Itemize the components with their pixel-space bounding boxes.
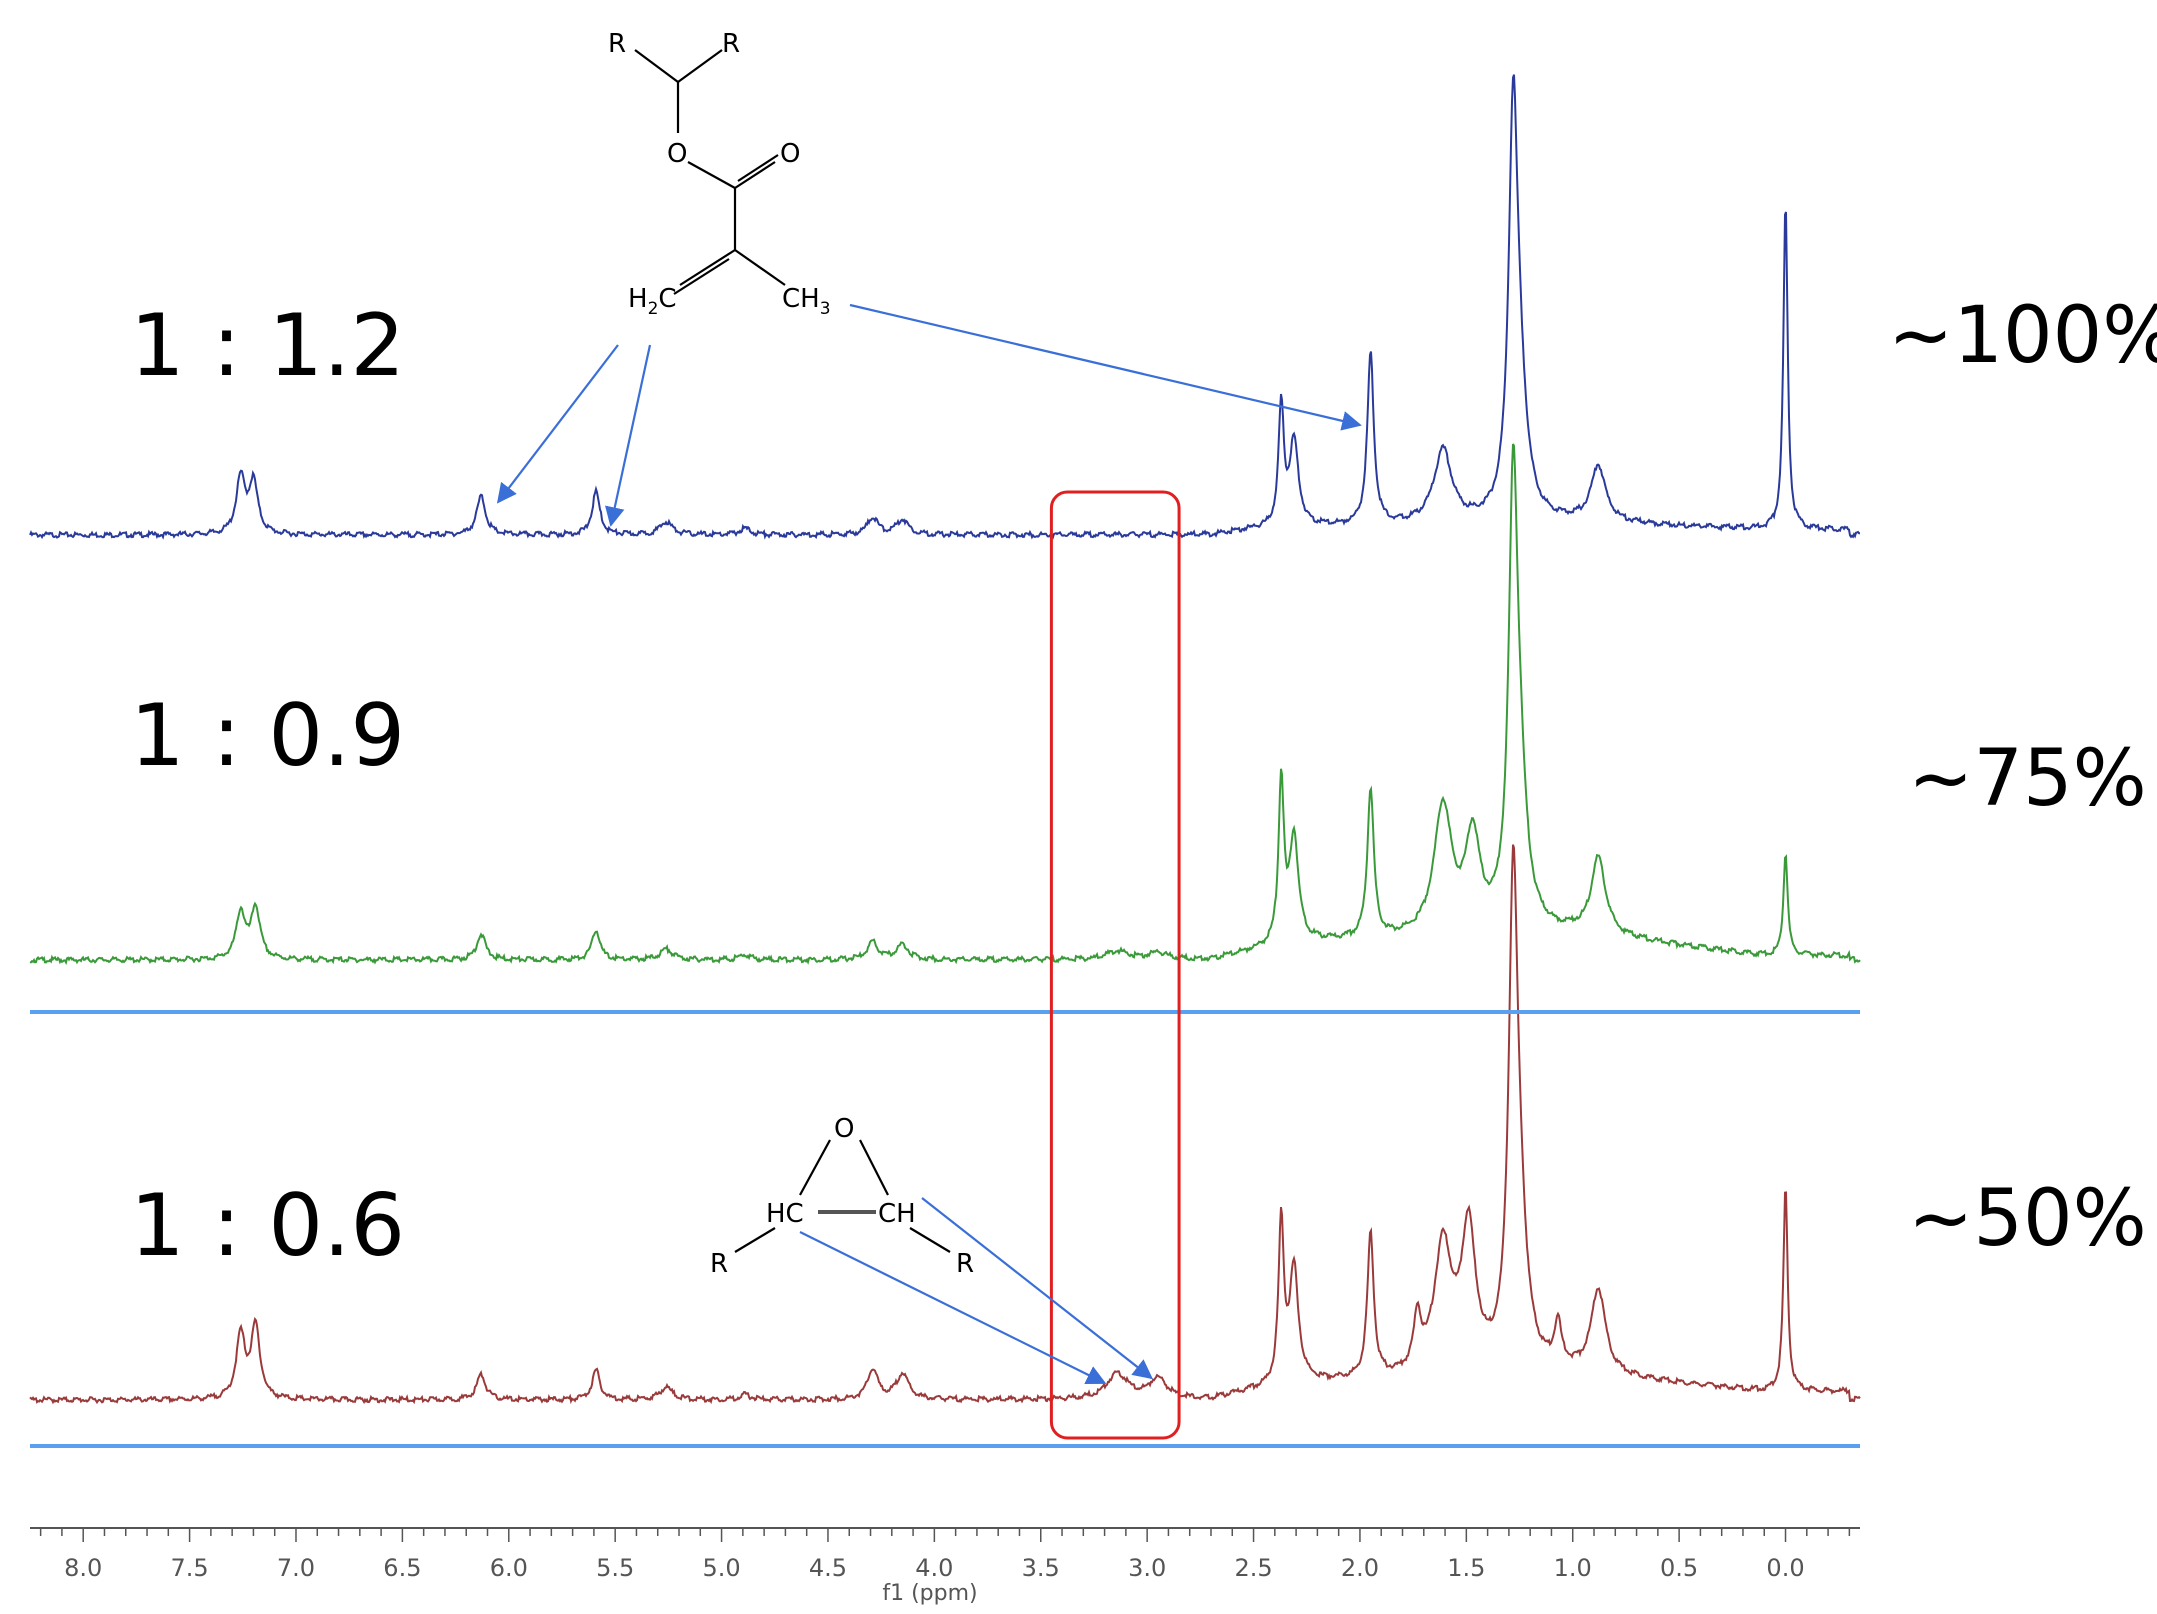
x-tick-label: 4.5 bbox=[809, 1554, 847, 1582]
methacrylate-ester-o: O bbox=[667, 139, 687, 169]
conversion-label-middle: ~75% bbox=[1908, 734, 2147, 824]
x-tick-label: 3.5 bbox=[1022, 1554, 1060, 1582]
arrow-vinyl-peak-1 bbox=[496, 344, 619, 504]
ratio-label-bottom: 1 : 0.6 bbox=[130, 1176, 405, 1276]
x-axis-label: f1 (ppm) bbox=[882, 1581, 977, 1606]
x-tick-label: 0.5 bbox=[1660, 1554, 1698, 1582]
x-tick-label: 2.0 bbox=[1341, 1554, 1379, 1582]
arrow-vinyl-peak-2 bbox=[605, 344, 652, 527]
methacrylate-r-right: R bbox=[722, 29, 740, 59]
x-tick-label: 1.0 bbox=[1554, 1554, 1592, 1582]
methacrylate-carbonyl-o: O bbox=[780, 139, 800, 169]
spectrum-trace-1-0.6 bbox=[29, 844, 1861, 1405]
x-tick-label: 7.5 bbox=[171, 1554, 209, 1582]
x-tick-label: 2.5 bbox=[1234, 1554, 1272, 1582]
methacrylate-structure bbox=[634, 49, 786, 295]
spectrum-trace-1-0.9 bbox=[29, 443, 1861, 966]
epoxide-highlight-box bbox=[1049, 490, 1181, 1440]
x-tick-label: 0.0 bbox=[1766, 1554, 1804, 1582]
x-tick-label: 3.0 bbox=[1128, 1554, 1166, 1582]
epoxide-hc: HC bbox=[766, 1199, 804, 1229]
x-tick-label: 8.0 bbox=[64, 1554, 102, 1582]
x-axis-ticks: 8.0 7.5 7.0 6.5 6.0 5.5 5.0 4.5 4.0 3.5 3.0 2.5 2.0 1… bbox=[39, 1528, 1851, 1582]
methacrylate-ch3: CH3 bbox=[782, 284, 831, 319]
epoxide-ch: CH bbox=[878, 1199, 916, 1229]
methacrylate-r-left: R bbox=[608, 29, 626, 59]
conversion-label-top: ~100% bbox=[1888, 291, 2157, 381]
x-tick-label: 5.0 bbox=[702, 1554, 740, 1582]
x-tick-label: 4.0 bbox=[915, 1554, 953, 1582]
x-tick-label: 7.0 bbox=[277, 1554, 315, 1582]
epoxide-o: O bbox=[834, 1114, 854, 1144]
conversion-label-bottom: ~50% bbox=[1908, 1174, 2147, 1264]
arrow-methyl-peak bbox=[849, 303, 1362, 431]
ratio-label-top: 1 : 1.2 bbox=[130, 296, 405, 396]
epoxide-r-right: R bbox=[956, 1249, 974, 1279]
ratio-label-middle: 1 : 0.9 bbox=[130, 686, 405, 786]
epoxide-r-left: R bbox=[710, 1249, 728, 1279]
x-tick-label: 1.5 bbox=[1447, 1554, 1485, 1582]
x-tick-label: 6.0 bbox=[490, 1554, 528, 1582]
arrow-epoxide-hc-peak bbox=[799, 1231, 1107, 1384]
x-tick-label: 6.5 bbox=[383, 1554, 421, 1582]
x-tick-label: 5.5 bbox=[596, 1554, 634, 1582]
epoxide-structure bbox=[734, 1139, 951, 1253]
spectrum-trace-1-1.2 bbox=[29, 74, 1860, 540]
arrow-epoxide-ch-peak bbox=[921, 1197, 1153, 1380]
methacrylate-h2c: H2C bbox=[628, 284, 677, 319]
